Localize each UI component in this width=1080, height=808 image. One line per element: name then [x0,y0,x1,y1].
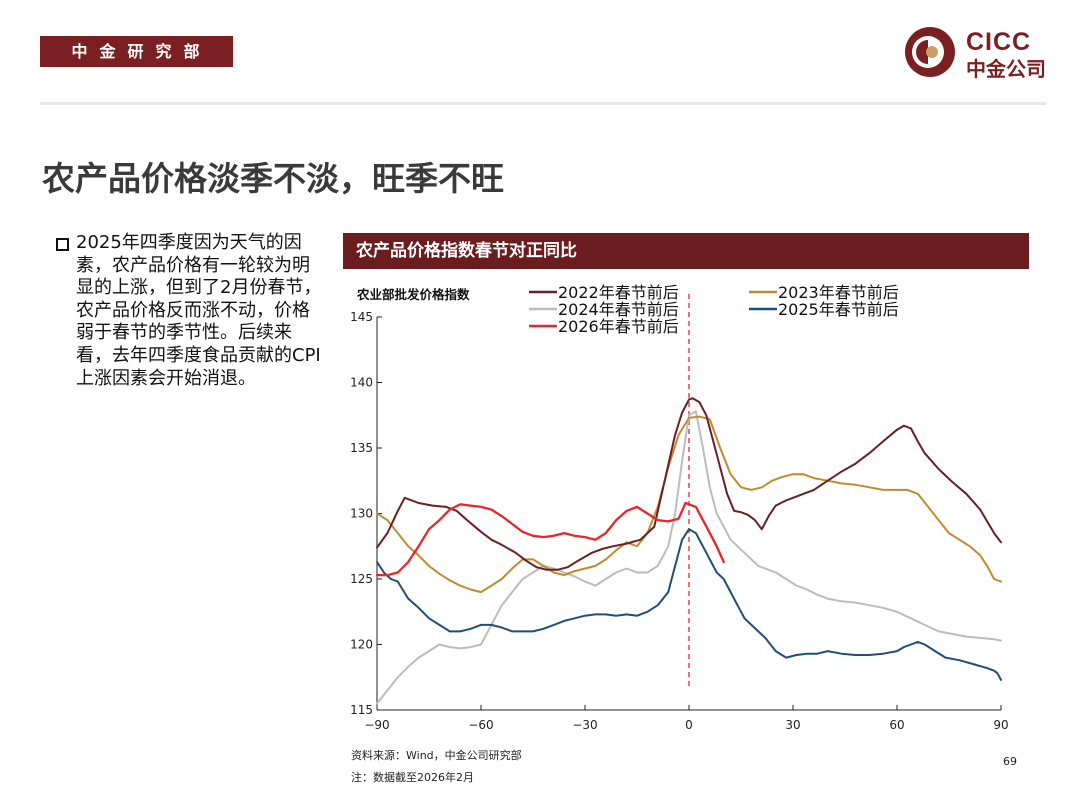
series-line-2025年春节前后 [376,528,1002,681]
legend-label-2024年春节前后: 2024年春节前后 [558,300,679,319]
series-line-2023年春节前后 [376,415,1002,594]
source-note: 资料来源：Wind，中金公司研究部 [351,749,522,762]
legend-label-2022年春节前后: 2022年春节前后 [558,283,679,302]
legend-label-2026年春节前后: 2026年春节前后 [558,317,679,336]
y-axis-label: 农业部批发价格指数 [356,287,470,302]
header-divider [40,102,1046,105]
department-label: 中金研究部 [40,36,233,67]
line-chart: 农业部批发价格指数 115 120 125 130 135 140 145 −90 −60 −30 0… [350,283,1009,732]
y-tick-label: 135 [350,441,373,455]
cicc-logo: CICC 中金公司 [904,26,1054,82]
bullet-point: 2025年四季度因为天气的因素，农产品价格有一轮较为明显的上涨，但到了2月份春节… [56,232,326,390]
chart-title-bar: 农产品价格指数春节对正同比 [343,233,1029,269]
y-tick-label: 140 [350,376,373,390]
page-number: 69 [1003,755,1017,768]
series-line-2022年春节前后 [376,397,1002,571]
y-tick-label: 125 [350,572,373,586]
x-tick-label: −30 [572,718,597,732]
square-bullet-icon [56,238,69,251]
series-line-2026年春节前后 [375,501,725,577]
page-title: 农产品价格淡季不淡，旺季不旺 [42,159,504,198]
y-tick-label: 120 [350,638,373,652]
x-tick-label: 60 [889,718,904,732]
logo-english-text: CICC [966,28,1032,56]
x-tick-label: −90 [364,718,389,732]
x-tick-label: 0 [685,718,693,732]
x-tick-label: 90 [993,718,1008,732]
bullet-text: 2025年四季度因为天气的因素，农产品价格有一轮较为明显的上涨，但到了2月份春节… [76,232,322,389]
x-tick-label: −60 [468,718,493,732]
legend-label-2025年春节前后: 2025年春节前后 [778,300,899,319]
data-cutoff-note: 注：数据截至2026年2月 [351,771,474,784]
legend-label-2023年春节前后: 2023年春节前后 [778,283,899,302]
series-line-2024年春节前后 [376,410,1002,705]
y-tick-label: 145 [350,310,373,324]
x-tick-label: 30 [785,718,800,732]
y-tick-label: 115 [350,703,373,717]
y-tick-label: 130 [350,507,373,521]
cicc-logo-icon [905,27,955,77]
logo-chinese-text: 中金公司 [966,57,1046,81]
